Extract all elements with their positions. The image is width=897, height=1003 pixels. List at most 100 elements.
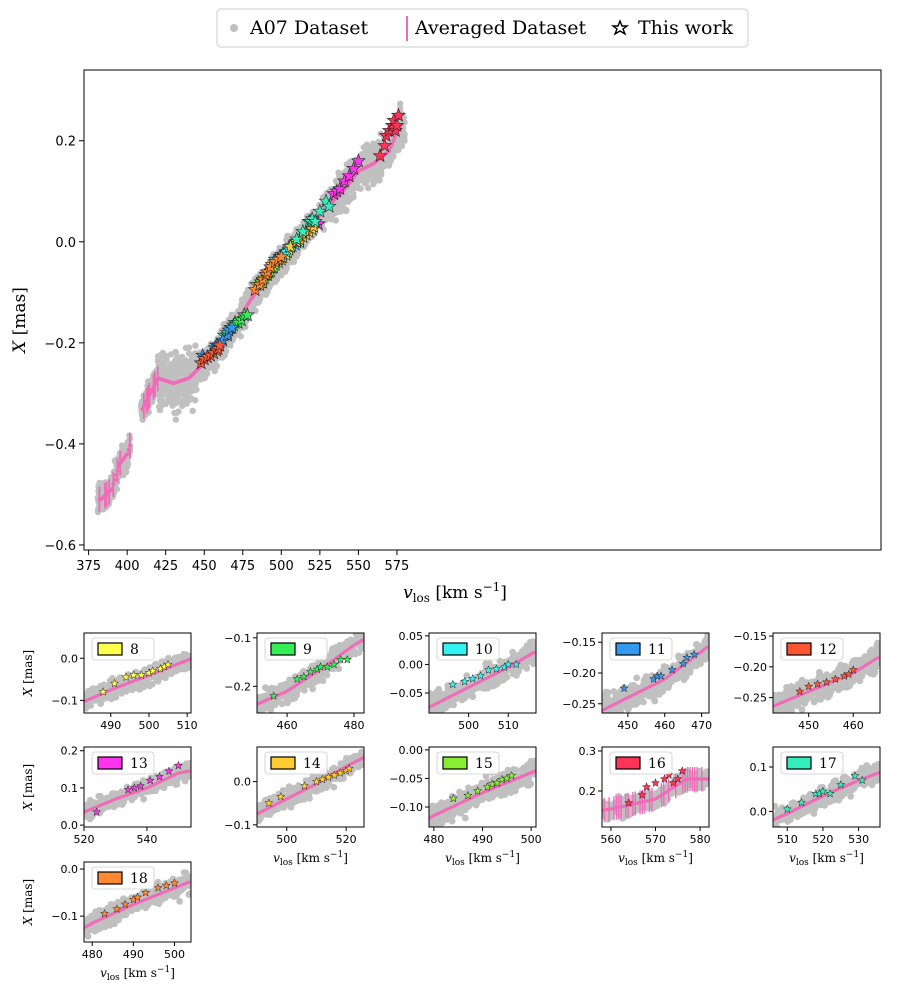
a07-point [278, 700, 286, 708]
a07-point [649, 686, 657, 693]
this-work-star [307, 213, 323, 228]
this-work-star [332, 180, 348, 196]
this-work-star [341, 168, 357, 183]
a07-point [104, 683, 112, 691]
main-x-ticks: 375 400 425 450 475 500 525 550 575 [76, 550, 409, 574]
a07-point [171, 358, 178, 365]
averaged-point [307, 675, 311, 679]
a07-point [361, 179, 369, 186]
averaged-point [343, 649, 347, 654]
x-tick-label: 510 [177, 719, 198, 732]
a07-point [372, 142, 379, 150]
this-work-star [389, 117, 405, 132]
a07-point [336, 642, 344, 649]
a07-point [501, 670, 508, 678]
this-work-star [350, 153, 366, 168]
a07-point [600, 717, 607, 724]
averaged-point [390, 142, 395, 146]
legend-a07-marker [230, 24, 238, 32]
a07-point [165, 395, 172, 402]
y-tick-label: −0.1 [51, 694, 78, 707]
x-tick-label: 500 [138, 719, 159, 732]
this-work-star [129, 670, 139, 680]
this-work-star [682, 652, 692, 662]
a07-point [189, 407, 196, 415]
averaged-point [125, 452, 130, 456]
this-work-star [269, 691, 279, 700]
bin-panel-plot-area [429, 638, 536, 713]
this-work-star [390, 107, 406, 122]
a07-point [192, 342, 199, 349]
legend-averaged-label: Averaged Dataset [414, 17, 586, 39]
y-tick-label: −0.6 [44, 539, 76, 554]
a07-point [243, 290, 250, 297]
this-work-star [292, 674, 302, 684]
this-work-star [148, 665, 158, 675]
y-tick-label: 0.00 [399, 658, 424, 671]
a07-point [263, 704, 271, 712]
a07-point [211, 367, 218, 375]
a07-point [197, 376, 205, 383]
this-work-star [346, 160, 362, 175]
a07-point [317, 671, 325, 679]
averaged-point [669, 672, 673, 677]
y-tick-label: −0.1 [224, 632, 251, 645]
a07-point [640, 698, 647, 706]
a07-point [283, 236, 290, 243]
this-work-star [678, 658, 688, 668]
bin-panel-plot-area [773, 639, 880, 713]
a07-point [374, 169, 381, 176]
this-work-star [224, 319, 240, 334]
a07-point [213, 355, 220, 362]
a07-point [347, 158, 354, 165]
a07-point [337, 201, 345, 208]
a07-point [704, 649, 709, 657]
a07-point [178, 356, 186, 363]
averaged-point [704, 645, 709, 649]
x-tick-label: 450 [192, 559, 217, 574]
y-tick-label: 0.0 [61, 652, 79, 665]
a07-point [170, 370, 177, 377]
a07-point [284, 699, 291, 707]
bin-color-swatch [615, 642, 641, 656]
a07-point [448, 699, 456, 706]
y-tick-label: −0.05 [389, 687, 423, 700]
averaged-point [690, 656, 695, 661]
averaged-point [393, 135, 397, 140]
this-work-star [299, 671, 309, 681]
a07-point [352, 179, 360, 187]
y-tick-label: −0.2 [224, 680, 251, 693]
a07-point [171, 409, 178, 417]
x-tick-label: 550 [346, 559, 371, 574]
this-work-star [511, 659, 521, 669]
a07-point [523, 664, 531, 672]
main-y-ticks: −0.6−0.4−0.20.00.2 [44, 135, 84, 554]
a07-point [383, 157, 390, 164]
a07-point [525, 645, 533, 653]
bin-panel-plot-area [84, 650, 191, 712]
a07-point [309, 685, 316, 693]
bin-color-swatch [442, 642, 468, 656]
a07-point [140, 683, 148, 691]
a07-point [433, 688, 441, 695]
averaged-point [338, 653, 342, 657]
x-tick-label: 460 [654, 719, 675, 732]
averaged-point [666, 674, 671, 678]
averaged-point [664, 676, 668, 680]
this-work-star [372, 148, 388, 163]
averaged-point [112, 477, 117, 482]
a07-point [633, 700, 641, 707]
a07-point [96, 683, 104, 690]
this-work-star [619, 683, 629, 693]
averaged-point [340, 651, 345, 656]
this-work-star [273, 249, 289, 264]
a07-point [172, 416, 179, 423]
a07-point [682, 669, 690, 676]
a07-point [170, 387, 177, 394]
x-tick-label: 480 [343, 719, 364, 732]
x-tick-label: 490 [100, 719, 121, 732]
a07-point [185, 350, 193, 357]
averaged-point [115, 468, 120, 473]
a07-point [252, 307, 259, 314]
